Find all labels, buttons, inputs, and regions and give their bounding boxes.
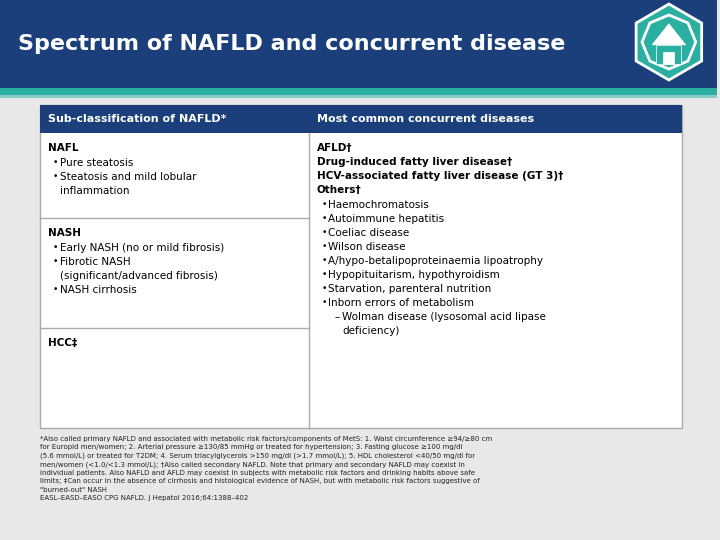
Text: Coeliac disease: Coeliac disease — [328, 228, 410, 238]
Text: A/hypo-betalipoproteinaemia lipoatrophy: A/hypo-betalipoproteinaemia lipoatrophy — [328, 256, 544, 266]
Text: Starvation, parenteral nutrition: Starvation, parenteral nutrition — [328, 284, 492, 294]
Text: inflammation: inflammation — [60, 186, 129, 196]
Text: •: • — [53, 257, 58, 266]
Text: Wolman disease (lysosomal acid lipase: Wolman disease (lysosomal acid lipase — [343, 312, 546, 322]
Text: •: • — [322, 298, 327, 307]
Text: •: • — [53, 285, 58, 294]
Text: HCV-associated fatty liver disease (GT 3)†: HCV-associated fatty liver disease (GT 3… — [317, 171, 563, 181]
Polygon shape — [657, 45, 681, 64]
Text: Drug-induced fatty liver disease†: Drug-induced fatty liver disease† — [317, 157, 512, 167]
Text: •: • — [322, 242, 327, 251]
FancyBboxPatch shape — [0, 88, 716, 95]
Text: NASH: NASH — [48, 228, 81, 238]
Text: •: • — [322, 200, 327, 209]
Text: Pure steatosis: Pure steatosis — [60, 158, 133, 168]
Text: •: • — [322, 214, 327, 223]
Text: HCC‡: HCC‡ — [48, 338, 77, 348]
FancyBboxPatch shape — [40, 105, 682, 428]
Text: Haemochromatosis: Haemochromatosis — [328, 200, 429, 210]
Text: •: • — [322, 228, 327, 237]
Text: •: • — [53, 158, 58, 167]
FancyBboxPatch shape — [40, 105, 682, 133]
Text: Most common concurrent diseases: Most common concurrent diseases — [317, 114, 534, 124]
Text: Hypopituitarism, hypothyroidism: Hypopituitarism, hypothyroidism — [328, 270, 500, 280]
Polygon shape — [652, 24, 685, 45]
Polygon shape — [636, 4, 702, 80]
Text: •: • — [322, 256, 327, 265]
Text: •: • — [322, 270, 327, 279]
Text: Fibrotic NASH: Fibrotic NASH — [60, 257, 130, 267]
Text: deficiency): deficiency) — [343, 326, 400, 336]
Text: Others†: Others† — [317, 185, 361, 195]
Text: NASH cirrhosis: NASH cirrhosis — [60, 285, 137, 295]
Text: Spectrum of NAFLD and concurrent disease: Spectrum of NAFLD and concurrent disease — [18, 34, 565, 54]
Text: *Also called primary NAFLD and associated with metabolic risk factors/components: *Also called primary NAFLD and associate… — [40, 436, 492, 501]
Text: Inborn errors of metabolism: Inborn errors of metabolism — [328, 298, 474, 308]
FancyBboxPatch shape — [0, 95, 716, 98]
Text: AFLD†: AFLD† — [317, 143, 352, 153]
Text: Sub-classification of NAFLD*: Sub-classification of NAFLD* — [48, 114, 226, 124]
Text: Autoimmune hepatitis: Autoimmune hepatitis — [328, 214, 445, 224]
FancyBboxPatch shape — [0, 0, 716, 88]
Text: –: – — [335, 312, 340, 322]
Text: NAFL: NAFL — [48, 143, 78, 153]
Text: (significant/advanced fibrosis): (significant/advanced fibrosis) — [60, 271, 217, 281]
Text: •: • — [53, 172, 58, 181]
Text: Steatosis and mild lobular: Steatosis and mild lobular — [60, 172, 197, 182]
Text: Wilson disease: Wilson disease — [328, 242, 406, 252]
Polygon shape — [663, 52, 675, 64]
Polygon shape — [642, 15, 696, 69]
Text: Early NASH (no or mild fibrosis): Early NASH (no or mild fibrosis) — [60, 243, 224, 253]
Text: •: • — [53, 243, 58, 252]
Text: •: • — [322, 284, 327, 293]
